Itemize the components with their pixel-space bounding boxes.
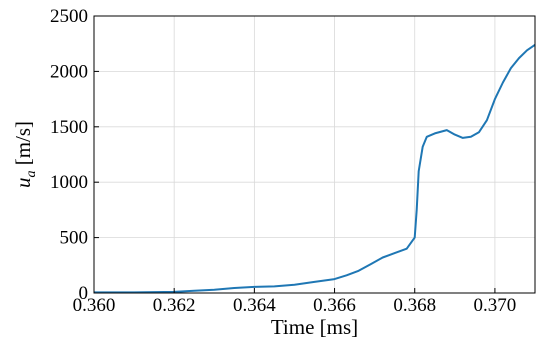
x-tick-label: 0.362: [153, 295, 196, 316]
x-tick-label: 0.370: [474, 295, 517, 316]
y-tick-label: 0: [79, 283, 89, 304]
x-tick-label: 0.360: [73, 295, 116, 316]
grid-lines: [93, 15, 535, 294]
series-layer: [94, 43, 536, 294]
y-axis-label-subscript: a: [24, 171, 39, 178]
y-tick-label: 500: [60, 228, 89, 249]
y-tick-label: 1000: [50, 172, 88, 193]
x-tick-label: 0.364: [233, 295, 276, 316]
axis-ticks: 0.360 0.362 0.364 0.366 0.368 0.370 0 500 1000 15…: [50, 6, 516, 316]
x-axis-label: Time [ms]: [271, 315, 358, 339]
series-line: [94, 43, 536, 294]
y-tick-label: 2500: [50, 6, 88, 27]
y-tick-label: 2000: [50, 61, 88, 82]
x-tick-label: 0.368: [393, 295, 436, 316]
y-axis-label-unit: [m/s]: [11, 121, 35, 171]
y-tick-label: 1500: [50, 117, 88, 138]
y-axis-label: ua [m/s]: [11, 121, 39, 188]
plot-frame: [93, 15, 536, 294]
y-axis-label-symbol: u: [11, 178, 35, 189]
x-tick-label: 0.366: [313, 295, 356, 316]
